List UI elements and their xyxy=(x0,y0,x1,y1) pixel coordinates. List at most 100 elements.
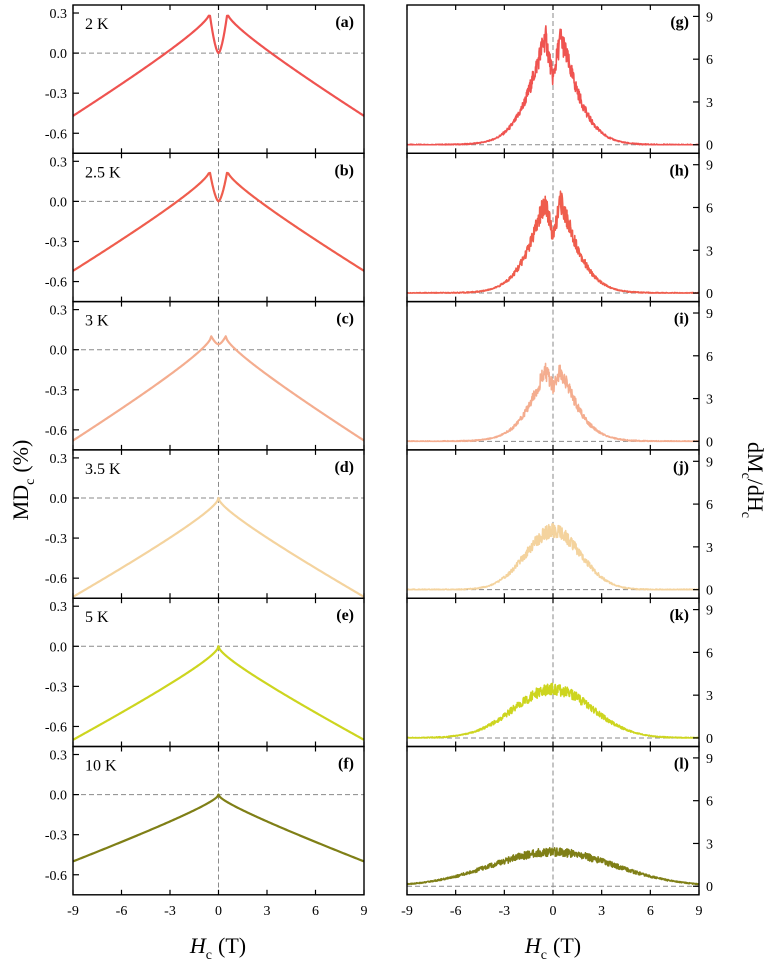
y-tick-label: -0.3 xyxy=(45,87,67,102)
y-tick-label: 6 xyxy=(706,201,713,216)
y-tick-label: -0.3 xyxy=(45,829,67,844)
x-tick-label: 6 xyxy=(647,904,654,919)
panel-label: (e) xyxy=(336,607,354,624)
temperature-label: 10 K xyxy=(85,758,117,775)
dm-panel-4: 9 6 3 0 (k) xyxy=(406,597,713,748)
md-panel-2: 0.3 0.0 -0.3 -0.6 3 K (c) xyxy=(45,300,365,451)
panel-label: (g) xyxy=(670,14,689,31)
y-tick-label: 3 xyxy=(706,244,713,259)
y-tick-label: 9 xyxy=(706,159,713,174)
y-tick-label: 0.0 xyxy=(50,195,68,210)
left-x-axis-label: Hc (T) xyxy=(189,933,246,963)
y-tick-label: 0 xyxy=(706,139,713,154)
y-tick-label: -0.6 xyxy=(45,424,67,439)
y-tick-label: 0 xyxy=(706,732,713,747)
y-tick-label: -0.6 xyxy=(45,720,67,735)
y-tick-label: 0.0 xyxy=(50,344,68,359)
y-tick-label: 9 xyxy=(706,604,713,619)
x-tick-label: 3 xyxy=(264,904,271,919)
y-tick-label: 3 xyxy=(706,393,713,408)
dm-series-line xyxy=(406,190,700,294)
dm-panel-2: 9 6 3 0 (i) xyxy=(406,300,713,451)
x-tick-label: 6 xyxy=(312,904,319,919)
temperature-label: 2.5 K xyxy=(85,164,121,181)
md-series-line xyxy=(72,793,365,863)
panel-label: (a) xyxy=(335,14,354,31)
right-x-axis-label: Hc (T) xyxy=(524,933,581,963)
md-series-line xyxy=(72,496,365,598)
temperature-label: 3 K xyxy=(85,313,109,330)
y-tick-label: -0.6 xyxy=(45,572,67,587)
temperature-label: 5 K xyxy=(85,609,109,626)
md-column: 0.3 0.0 -0.3 -0.6 2 K (a) 0.3 0.0 -0.3 -0.6 2.5 K (… xyxy=(45,4,368,919)
y-tick-label: -0.6 xyxy=(45,127,67,142)
y-tick-label: 6 xyxy=(706,350,713,365)
y-tick-label: 0 xyxy=(706,287,713,302)
panel-label: (j) xyxy=(673,459,689,476)
y-tick-label: 0.3 xyxy=(50,7,68,22)
y-tick-label: 6 xyxy=(706,795,713,810)
md-panel-5: 0.3 0.0 -0.3 -0.6 10 K (f) -9 -6 -3 0 3 6 9 xyxy=(45,745,368,919)
panel-label: (k) xyxy=(669,607,689,624)
x-tick-label: -9 xyxy=(401,904,413,919)
dm-series-line xyxy=(406,523,700,591)
y-tick-label: 0 xyxy=(706,880,713,895)
dm-panel-5: 9 6 3 0 (l) -9 -6 -3 0 3 6 9 xyxy=(401,745,713,919)
y-tick-label: -0.3 xyxy=(45,235,67,250)
x-tick-label: -9 xyxy=(67,904,79,919)
y-tick-label: 0.3 xyxy=(50,155,68,170)
y-tick-label: 0.3 xyxy=(50,452,68,467)
y-tick-label: -0.3 xyxy=(45,384,67,399)
y-tick-label: -0.6 xyxy=(45,276,67,291)
x-tick-label: 0 xyxy=(215,904,222,919)
dm-panel-1: 9 6 3 0 (h) xyxy=(406,152,713,303)
x-tick-label: -6 xyxy=(450,904,462,919)
y-tick-label: 0 xyxy=(706,584,713,599)
y-tick-label: 9 xyxy=(706,10,713,25)
panel-label: (l) xyxy=(674,756,689,773)
x-tick-label: 9 xyxy=(361,904,368,919)
md-series-line xyxy=(72,645,365,741)
y-tick-label: 6 xyxy=(706,498,713,513)
x-tick-label: 9 xyxy=(696,904,703,919)
panel-label: (i) xyxy=(674,311,689,328)
md-series-line xyxy=(72,335,365,442)
right-y-axis-label: dMc/dHc xyxy=(738,442,768,518)
panel-label: (d) xyxy=(334,459,354,476)
x-tick-label: 3 xyxy=(598,904,605,919)
left-y-axis-label: MDc(%) xyxy=(8,440,38,521)
x-tick-label: -6 xyxy=(116,904,128,919)
dm-series-line xyxy=(406,682,700,739)
y-tick-label: 3 xyxy=(706,541,713,556)
panel-label: (f) xyxy=(338,756,354,773)
y-tick-label: 0.3 xyxy=(50,304,68,319)
panel-label: (h) xyxy=(669,162,689,179)
x-tick-label: 0 xyxy=(550,904,557,919)
y-tick-label: 0.3 xyxy=(50,749,68,764)
y-tick-label: 9 xyxy=(706,307,713,322)
temperature-label: 3.5 K xyxy=(85,461,121,478)
dm-series-line xyxy=(406,847,700,886)
y-tick-label: 0.3 xyxy=(50,600,68,615)
y-tick-label: 3 xyxy=(706,96,713,111)
y-tick-label: -0.3 xyxy=(45,680,67,695)
dm-panel-0: 9 6 3 0 (g) xyxy=(406,4,713,155)
md-series-line xyxy=(72,171,365,272)
y-tick-label: 3 xyxy=(706,837,713,852)
md-panel-0: 0.3 0.0 -0.3 -0.6 2 K (a) xyxy=(45,4,365,155)
panel-label: (c) xyxy=(336,311,354,328)
x-tick-label: -3 xyxy=(498,904,510,919)
md-series-line xyxy=(72,14,365,117)
temperature-label: 2 K xyxy=(85,16,109,33)
y-tick-label: 9 xyxy=(706,752,713,767)
y-tick-label: 9 xyxy=(706,455,713,470)
y-tick-label: -0.3 xyxy=(45,532,67,547)
y-tick-label: 6 xyxy=(706,53,713,68)
md-panel-4: 0.3 0.0 -0.3 -0.6 5 K (e) xyxy=(45,597,365,748)
y-tick-label: -0.6 xyxy=(45,869,67,884)
y-tick-label: 6 xyxy=(706,646,713,661)
x-tick-label: -3 xyxy=(164,904,176,919)
dm-panel-3: 9 6 3 0 (j) xyxy=(406,449,713,599)
md-panel-3: 0.3 0.0 -0.3 -0.6 3.5 K (d) xyxy=(45,449,365,599)
dm-series-line xyxy=(406,25,700,146)
